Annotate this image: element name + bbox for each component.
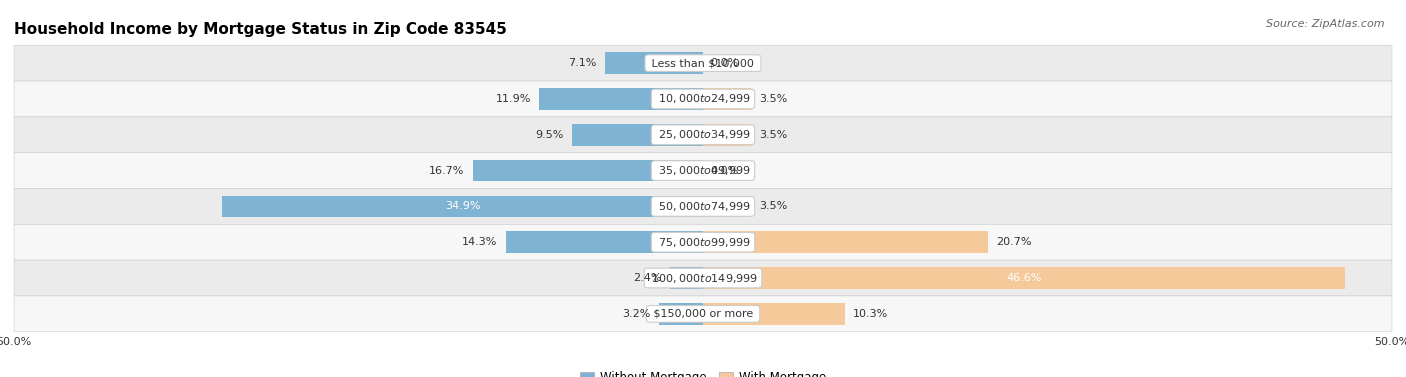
Text: 2.4%: 2.4% [633,273,662,283]
Bar [703,124,751,146]
Text: 34.9%: 34.9% [444,201,481,211]
Text: 3.5%: 3.5% [759,201,787,211]
Bar [538,88,703,110]
Text: 11.9%: 11.9% [495,94,531,104]
Bar [703,196,751,217]
Legend: Without Mortgage, With Mortgage: Without Mortgage, With Mortgage [575,366,831,377]
Text: 14.3%: 14.3% [463,237,498,247]
FancyBboxPatch shape [14,45,1392,81]
FancyBboxPatch shape [14,81,1392,117]
Text: $35,000 to $49,999: $35,000 to $49,999 [655,164,751,177]
Text: $50,000 to $74,999: $50,000 to $74,999 [655,200,751,213]
Bar [703,231,988,253]
Text: Household Income by Mortgage Status in Zip Code 83545: Household Income by Mortgage Status in Z… [14,22,508,37]
Text: Less than $10,000: Less than $10,000 [648,58,758,68]
FancyBboxPatch shape [14,188,1392,224]
Text: Source: ZipAtlas.com: Source: ZipAtlas.com [1267,19,1385,29]
Text: 7.1%: 7.1% [568,58,598,68]
Text: $75,000 to $99,999: $75,000 to $99,999 [655,236,751,249]
FancyBboxPatch shape [14,296,1392,332]
FancyBboxPatch shape [14,224,1392,260]
Text: 9.5%: 9.5% [536,130,564,140]
Text: $100,000 to $149,999: $100,000 to $149,999 [648,271,758,285]
FancyBboxPatch shape [14,117,1392,153]
Bar [506,231,703,253]
Text: 3.5%: 3.5% [759,130,787,140]
Bar [703,88,751,110]
Bar [222,196,703,217]
Bar [703,303,845,325]
Text: $25,000 to $34,999: $25,000 to $34,999 [655,128,751,141]
Text: $10,000 to $24,999: $10,000 to $24,999 [655,92,751,106]
Text: 0.0%: 0.0% [710,58,738,68]
Text: 0.0%: 0.0% [710,166,738,176]
FancyBboxPatch shape [14,153,1392,188]
Bar [703,267,1346,289]
Bar [669,267,703,289]
Bar [659,303,703,325]
Text: 16.7%: 16.7% [429,166,464,176]
Text: 10.3%: 10.3% [853,309,889,319]
Text: 3.2%: 3.2% [623,309,651,319]
Text: 20.7%: 20.7% [997,237,1032,247]
Bar [472,160,703,181]
Text: 46.6%: 46.6% [1007,273,1042,283]
Bar [605,52,703,74]
Text: 3.5%: 3.5% [759,94,787,104]
FancyBboxPatch shape [14,260,1392,296]
Bar [572,124,703,146]
Text: $150,000 or more: $150,000 or more [650,309,756,319]
